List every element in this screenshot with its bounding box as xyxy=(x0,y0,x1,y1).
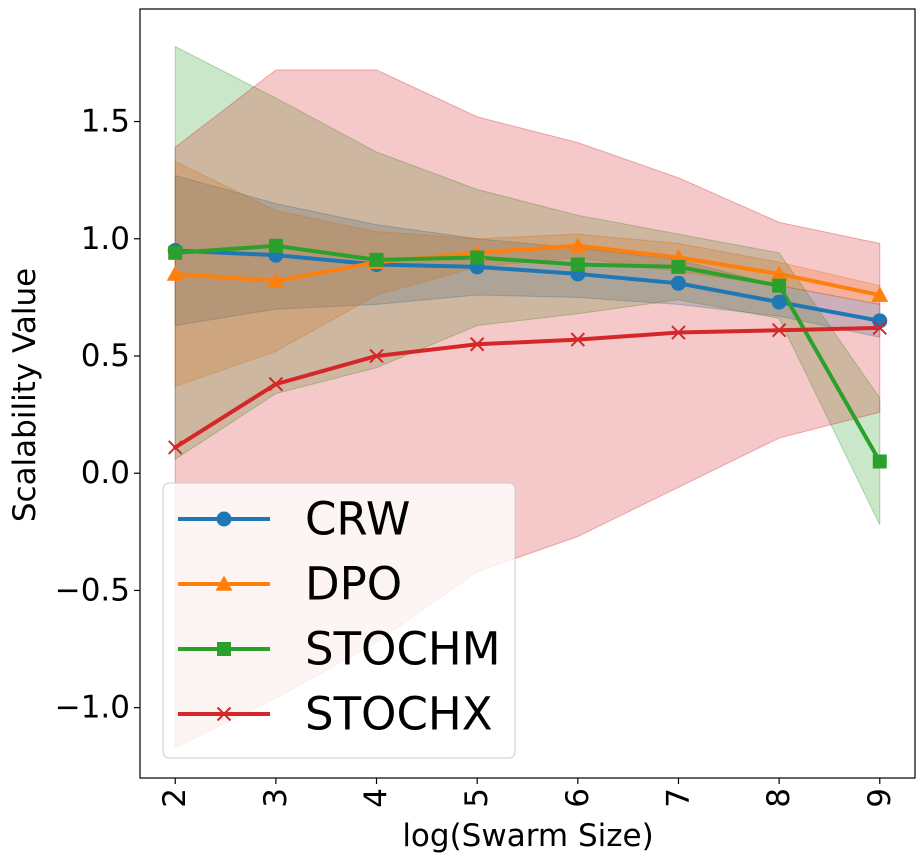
legend-dpo-label: DPO xyxy=(305,558,402,611)
x-tick-label: 6 xyxy=(560,788,596,808)
x-axis-ticks: 2 3 4 5 6 7 8 9 xyxy=(157,778,898,808)
x-tick-label: 2 xyxy=(157,788,193,808)
stochx-point xyxy=(369,348,384,364)
y-tick-label: 1.0 xyxy=(81,221,130,257)
stochm-point xyxy=(772,278,787,293)
stochm-point xyxy=(570,257,585,272)
stochm-point xyxy=(268,238,283,253)
stochx-point xyxy=(570,332,586,347)
stochm-series-line xyxy=(173,243,882,464)
x-axis-label: log(Swarm Size) xyxy=(402,818,653,854)
crw-point xyxy=(670,275,686,291)
dpo-point xyxy=(166,265,184,281)
stochm-point xyxy=(168,245,183,260)
legend-dpo-marker xyxy=(215,575,233,591)
stochx-point xyxy=(671,325,686,340)
stochm-point xyxy=(872,454,887,469)
x-tick-label: 3 xyxy=(258,788,294,808)
stochm-confidence-band xyxy=(174,45,881,526)
dpo-point xyxy=(871,286,889,302)
dpo-point xyxy=(770,265,788,281)
x-tick-label: 7 xyxy=(660,788,696,808)
x-tick-label: 5 xyxy=(459,788,495,808)
dpo-series-line xyxy=(173,243,882,298)
legend-stochm-label: STOCHM xyxy=(305,623,501,676)
plot-frame xyxy=(139,8,916,779)
y-tick-label: 0.0 xyxy=(81,455,130,491)
y-tick-label: 0.5 xyxy=(81,338,130,374)
legend-entries: CRW DPO STOCHM STOCHX xyxy=(178,493,501,741)
series-lines xyxy=(173,243,882,464)
dpo-point xyxy=(267,272,285,288)
stochx-point xyxy=(771,322,787,338)
legend-crw-label: CRW xyxy=(305,493,410,546)
stochx-series-line xyxy=(173,325,882,450)
legend-frame xyxy=(162,482,516,759)
stochx-point xyxy=(469,337,485,352)
x-tick-label: 8 xyxy=(761,788,797,808)
y-axis-label: Scalability Value xyxy=(7,268,43,522)
y-tick-label: −1.0 xyxy=(55,690,130,726)
stochm-point xyxy=(369,252,384,267)
crw-series-line xyxy=(173,248,882,323)
legend-crw-marker xyxy=(216,511,232,527)
y-tick-label: 1.5 xyxy=(81,104,130,140)
stochm-point xyxy=(671,259,686,274)
dpo-point xyxy=(569,237,587,253)
stochx-point xyxy=(168,440,183,455)
stochx-point xyxy=(268,376,284,392)
x-tick-label: 4 xyxy=(359,788,395,808)
x-tick-label: 9 xyxy=(862,788,898,808)
crw-confidence-band xyxy=(174,174,881,338)
crw-point xyxy=(872,313,888,329)
stochx-point xyxy=(872,320,887,336)
series-markers xyxy=(166,237,889,469)
crw-point xyxy=(771,294,787,310)
legend: CRW DPO STOCHM STOCHX xyxy=(162,482,516,759)
legend-stochm-marker xyxy=(217,642,231,656)
legend-stochx-label: STOCHX xyxy=(305,688,493,741)
y-tick-label: −0.5 xyxy=(55,572,130,608)
y-axis-ticks: −1.0 −0.5 0.0 0.5 1.0 1.5 xyxy=(55,104,140,726)
legend-stochx-marker xyxy=(216,706,232,722)
stochm-point xyxy=(470,250,485,265)
